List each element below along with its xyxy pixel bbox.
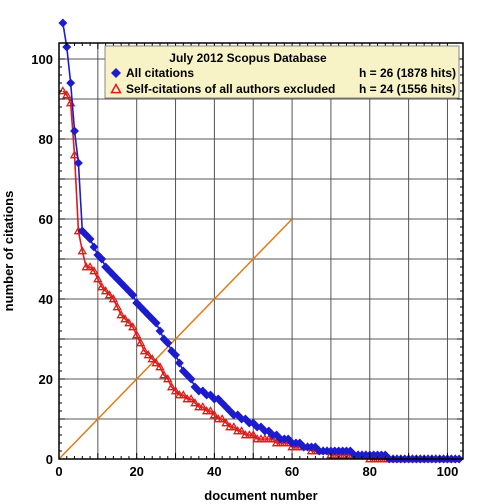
data-point-triangle <box>267 434 278 443</box>
legend-entries: All citations h = 26 (1878 hits) Self-cita… <box>110 66 456 96</box>
y-tick-label: 20 <box>39 372 53 387</box>
data-point-triangle <box>108 294 119 303</box>
y-tick-label: 0 <box>46 452 53 467</box>
data-point-diamond <box>170 350 181 360</box>
y-tick-label: 60 <box>39 212 53 227</box>
data-point-triangle <box>77 246 88 255</box>
data-point-triangle <box>139 346 150 355</box>
data-point-triangle <box>159 370 169 379</box>
data-point-triangle <box>89 266 99 275</box>
data-point-triangle <box>209 410 220 419</box>
data-point-triangle <box>147 354 157 363</box>
data-point-triangle <box>236 426 247 435</box>
data-point-triangle <box>112 302 122 311</box>
h-index-diagonal <box>58 218 293 460</box>
x-axis-label: document number <box>204 488 317 503</box>
data-point-triangle <box>221 418 231 427</box>
data-point-triangle <box>143 350 154 359</box>
legend-marker-diamond <box>111 68 121 78</box>
data-point-diamond <box>73 158 83 168</box>
legend-label: Self-citations of all authors excluded <box>126 82 335 96</box>
data-point-triangle <box>104 290 115 299</box>
y-tick-label: 80 <box>39 132 53 147</box>
y-tick-label: 40 <box>39 292 53 307</box>
data-point-triangle <box>85 262 95 271</box>
x-tick-label: 60 <box>285 464 299 479</box>
x-tick-label: 20 <box>129 464 143 479</box>
y-axis-label: number of citations <box>1 191 16 312</box>
data-point-triangle <box>163 374 173 383</box>
data-point-triangle <box>155 362 165 371</box>
series-all-citations <box>58 18 464 464</box>
data-point-triangle <box>229 422 239 431</box>
data-point-triangle <box>198 402 208 411</box>
data-point-diamond <box>163 338 173 348</box>
data-point-triangle <box>135 338 146 347</box>
data-point-diamond <box>62 42 72 52</box>
data-point-diamond <box>186 374 196 384</box>
legend-note: h = 24 (1556 hits) <box>359 82 456 96</box>
data-point-triangle <box>128 322 138 331</box>
data-point-triangle <box>93 274 103 283</box>
data-point-diamond <box>174 358 184 368</box>
data-point-triangle <box>186 394 196 403</box>
data-point-diamond <box>66 78 76 88</box>
legend-entry: All citations h = 26 (1878 hits) <box>111 66 456 80</box>
data-point-diamond <box>128 290 138 300</box>
data-point-triangle <box>151 358 161 367</box>
data-point-triangle <box>178 390 189 399</box>
legend: July 2012 Scopus Database All citations h… <box>104 45 460 99</box>
data-point-triangle <box>100 286 111 295</box>
legend-title: July 2012 Scopus Database <box>169 51 327 65</box>
data-point-triangle <box>69 150 80 159</box>
data-point-triangle <box>248 430 258 439</box>
data-point-triangle <box>190 398 200 407</box>
legend-box <box>104 45 460 99</box>
data-point-diamond <box>69 126 80 136</box>
data-point-triangle <box>217 414 227 423</box>
data-point-diamond <box>151 318 161 328</box>
legend-entry: Self-citations of all authors excluded h … <box>110 82 456 96</box>
data-point-triangle <box>120 314 130 323</box>
data-point-diamond <box>97 254 107 264</box>
data-point-diamond <box>155 326 165 336</box>
data-point-diamond <box>89 242 99 252</box>
data-point-triangle <box>131 330 142 339</box>
data-point-diamond <box>58 18 68 28</box>
x-tick-label: 80 <box>363 464 377 479</box>
data-point-triangle <box>116 310 126 319</box>
data-point-triangle <box>97 282 107 291</box>
y-tick-label: 100 <box>31 52 53 67</box>
legend-marker-triangle <box>110 82 122 94</box>
legend-note: h = 26 (1878 hits) <box>359 66 456 80</box>
data-point-triangle <box>124 318 134 327</box>
x-tick-label: 0 <box>55 464 62 479</box>
data-point-triangle <box>166 382 177 391</box>
h-index-line <box>58 218 293 460</box>
data-point-diamond <box>85 234 95 244</box>
x-tick-label: 100 <box>437 464 459 479</box>
data-point-triangle <box>170 386 181 395</box>
data-point-triangle <box>205 406 216 415</box>
axis-ticks: 0 20 40 60 80 100 0 20 40 60 80 100 <box>31 43 463 479</box>
data-point-triangle <box>62 90 72 99</box>
x-tick-label: 40 <box>207 464 221 479</box>
legend-label: All citations <box>126 66 194 80</box>
